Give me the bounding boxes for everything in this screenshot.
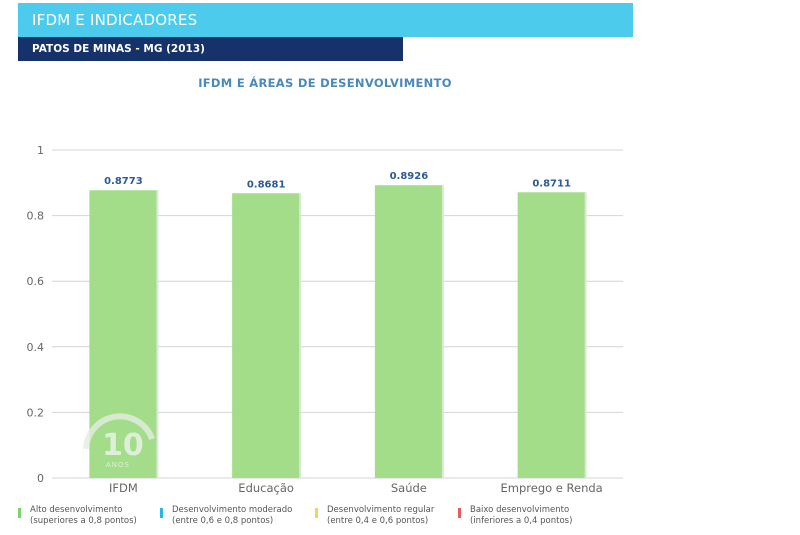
- legend-range: (entre 0,6 e 0,8 pontos): [172, 516, 274, 526]
- bar-value-label: 0.8681: [247, 179, 286, 190]
- header-title: IFDM E INDICADORES: [32, 11, 198, 29]
- bar: [374, 185, 443, 478]
- legend-swatch: [315, 508, 318, 518]
- logo-word: ANOS: [106, 461, 130, 469]
- y-tick-label: 0: [37, 472, 44, 485]
- y-tick-label: 0.2: [27, 406, 45, 419]
- legend-text: Desenvolvimento moderado (entre 0,6 e 0,8…: [172, 505, 292, 527]
- location-label: PATOS DE MINAS - MG (2013): [32, 43, 205, 55]
- chart-legend: Alto desenvolvimento (superiores a 0,8 po…: [0, 505, 800, 535]
- y-tick-label: 0.6: [27, 275, 45, 288]
- chart-title: IFDM E ÁREAS DE DESENVOLVIMENTO: [198, 76, 452, 90]
- bar-value-label: 0.8926: [390, 171, 429, 182]
- legend-range: (superiores a 0,8 pontos): [30, 516, 137, 526]
- legend-text: Alto desenvolvimento (superiores a 0,8 po…: [30, 505, 137, 527]
- bar-chart: 0 0.2 0.4 0.6 0.8 1 0.8773 IFDM 0.8681 Educação 0.…: [27, 144, 623, 495]
- bar: [232, 193, 301, 479]
- legend-swatch: [160, 508, 163, 518]
- legend-range: (inferiores a 0,4 pontos): [470, 516, 573, 526]
- legend-text: Desenvolvimento regular (entre 0,4 e 0,6 …: [327, 505, 434, 527]
- logo-number: 10: [102, 428, 144, 463]
- legend-range: (entre 0,4 e 0,6 pontos): [327, 516, 429, 526]
- bar-value-label: 0.8711: [532, 178, 571, 189]
- x-tick-label: Educação: [238, 481, 294, 495]
- legend-swatch: [458, 508, 461, 518]
- y-tick-label: 0.8: [27, 210, 45, 223]
- header-bar: IFDM E INDICADORES: [18, 3, 633, 37]
- legend-text: Baixo desenvolvimento (inferiores a 0,4 p…: [470, 505, 572, 527]
- legend-label: Baixo desenvolvimento: [470, 505, 570, 515]
- legend-label: Alto desenvolvimento: [30, 505, 123, 515]
- ten-years-logo: 10 ANOS: [80, 405, 160, 479]
- legend-label: Desenvolvimento regular: [327, 505, 435, 515]
- y-tick-label: 1: [37, 144, 44, 157]
- y-tick-label: 0.4: [27, 341, 45, 354]
- x-tick-label: Saúde: [391, 481, 427, 495]
- x-tick-label: Emprego e Renda: [501, 481, 603, 495]
- location-bar: PATOS DE MINAS - MG (2013): [18, 37, 403, 61]
- x-tick-label: IFDM: [109, 481, 138, 495]
- legend-swatch: [18, 508, 21, 518]
- bar-value-label: 0.8773: [104, 176, 143, 187]
- legend-label: Desenvolvimento moderado: [172, 505, 293, 515]
- bar: [517, 192, 586, 478]
